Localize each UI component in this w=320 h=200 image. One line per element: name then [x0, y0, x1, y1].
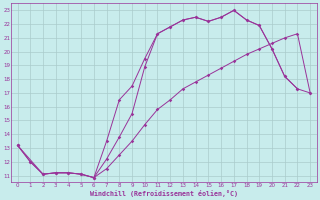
X-axis label: Windchill (Refroidissement éolien,°C): Windchill (Refroidissement éolien,°C) [90, 190, 238, 197]
